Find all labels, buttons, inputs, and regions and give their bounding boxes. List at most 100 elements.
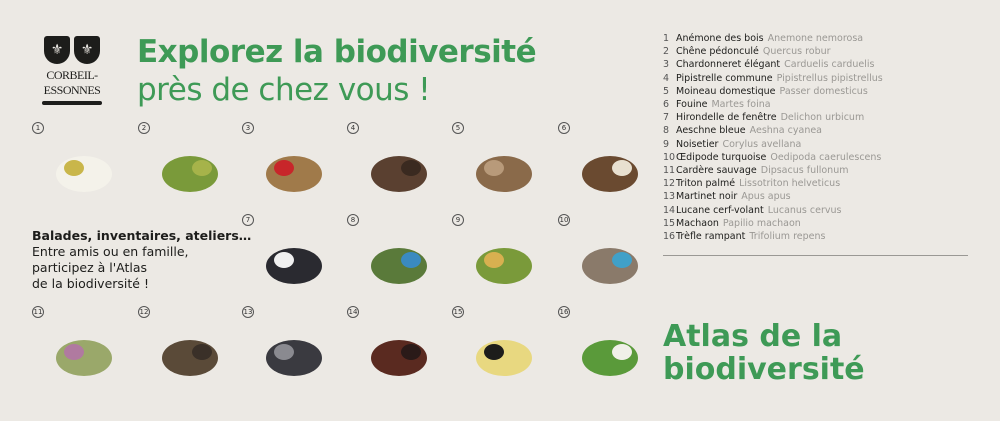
species-cell: 10 (558, 214, 663, 306)
common-name: Noisetier (676, 138, 719, 150)
species-body (266, 156, 322, 192)
species-detail (612, 344, 632, 360)
species-number: 8 (347, 214, 359, 226)
species-illustration-icon (266, 248, 322, 284)
species-detail (192, 160, 212, 176)
species-cell: 11 (32, 306, 137, 398)
species-number: 10 (558, 214, 570, 226)
species-detail (401, 344, 421, 360)
species-detail (484, 160, 504, 176)
species-illustration-icon (476, 340, 532, 376)
species-illustration-icon (56, 340, 112, 376)
species-list-item: 8 Aeschne bleue Aeshna cyanea (663, 124, 883, 137)
species-cell: 6 (558, 122, 663, 214)
common-name: Martinet noir (676, 191, 738, 203)
species-detail (64, 160, 84, 176)
invitation-line: Entre amis ou en famille, (32, 244, 189, 259)
species-illustration-icon (476, 156, 532, 192)
common-name: Œdipode turquoise (676, 151, 767, 163)
species-body (266, 248, 322, 284)
species-list: 1 Anémone des bois Anemone nemorosa 2 Chêne … (663, 32, 883, 243)
invitation-text: Balades, inventaires, ateliers… Entre am… (32, 228, 251, 292)
list-number: 7 (663, 112, 670, 124)
latin-name: Passer domesticus (779, 85, 868, 97)
species-number: 11 (32, 306, 44, 318)
species-body (582, 340, 638, 376)
species-body (371, 248, 427, 284)
species-detail (274, 252, 294, 268)
common-name: Chêne pédonculé (676, 46, 759, 58)
species-body (266, 340, 322, 376)
latin-name: Dipsacus fullonum (760, 165, 849, 177)
species-list-item: 15Machaon Papilio machaon (663, 217, 883, 230)
list-number: 16 (663, 231, 676, 243)
species-body (162, 340, 218, 376)
species-detail (612, 252, 632, 268)
species-cell: 13 (242, 306, 347, 398)
species-list-item: 9 Noisetier Corylus avellana (663, 138, 883, 151)
species-list-item: 10Œdipode turquoise Oedipoda caerulescens (663, 151, 883, 164)
species-number: 15 (452, 306, 464, 318)
list-number: 13 (663, 191, 676, 203)
species-cell: 15 (452, 306, 557, 398)
species-list-item: 16Trèfle rampant Trifolium repens (663, 230, 883, 243)
list-number: 14 (663, 204, 676, 216)
species-cell: 3 (242, 122, 347, 214)
species-number: 5 (452, 122, 464, 134)
species-cell: 14 (347, 306, 452, 398)
species-cell: 4 (347, 122, 452, 214)
species-cell: 16 (558, 306, 663, 398)
species-list-item: 7 Hirondelle de fenêtre Delichon urbicum (663, 111, 883, 124)
species-body (56, 340, 112, 376)
species-body (371, 340, 427, 376)
species-number: 4 (347, 122, 359, 134)
atlas-title-line: Atlas de la (663, 319, 843, 354)
species-number: 2 (138, 122, 150, 134)
species-detail (401, 160, 421, 176)
latin-name: Delichon urbicum (780, 112, 865, 124)
divider (663, 255, 968, 256)
species-illustration-icon (582, 340, 638, 376)
species-list-item: 13Martinet noir Apus apus (663, 190, 883, 203)
species-cell: 9 (452, 214, 557, 306)
page-subtitle: près de chez vous ! (137, 72, 431, 108)
species-illustration-icon (582, 156, 638, 192)
common-name: Trèfle rampant (676, 231, 746, 243)
species-detail (484, 344, 504, 360)
species-detail (64, 344, 84, 360)
latin-name: Apus apus (741, 191, 791, 203)
list-number: 15 (663, 217, 676, 229)
invitation-line: participez à l'Atlas (32, 260, 148, 275)
list-number: 12 (663, 178, 676, 190)
list-number: 5 (663, 85, 670, 97)
list-number: 4 (663, 72, 670, 84)
latin-name: Papilio machaon (722, 217, 801, 229)
species-detail (274, 160, 294, 176)
species-cell: 12 (138, 306, 243, 398)
species-detail (401, 252, 421, 268)
common-name: Aeschne bleue (676, 125, 746, 137)
species-illustration-icon (371, 340, 427, 376)
species-list-item: 11Cardère sauvage Dipsacus fullonum (663, 164, 883, 177)
species-number: 6 (558, 122, 570, 134)
invitation-heading: Balades, inventaires, ateliers… (32, 228, 252, 243)
species-body (56, 156, 112, 192)
atlas-title-line: biodiversité (663, 352, 865, 387)
invitation-line: de la biodiversité ! (32, 276, 149, 291)
species-number: 12 (138, 306, 150, 318)
species-number: 7 (242, 214, 254, 226)
list-number: 1 (663, 33, 670, 44)
species-illustration-icon (266, 340, 322, 376)
species-body (162, 156, 218, 192)
species-illustration-icon (582, 248, 638, 284)
species-illustration-icon (56, 156, 112, 192)
list-number: 3 (663, 59, 670, 71)
latin-name: Lucanus cervus (767, 204, 842, 216)
species-cell: 1 (32, 122, 137, 214)
latin-name: Corylus avellana (722, 138, 802, 150)
common-name: Hirondelle de fenêtre (676, 112, 777, 124)
list-number: 2 (663, 46, 670, 58)
species-body (476, 248, 532, 284)
city-name: CORBEIL-ESSONNES (43, 68, 101, 97)
common-name: Machaon (676, 217, 719, 229)
